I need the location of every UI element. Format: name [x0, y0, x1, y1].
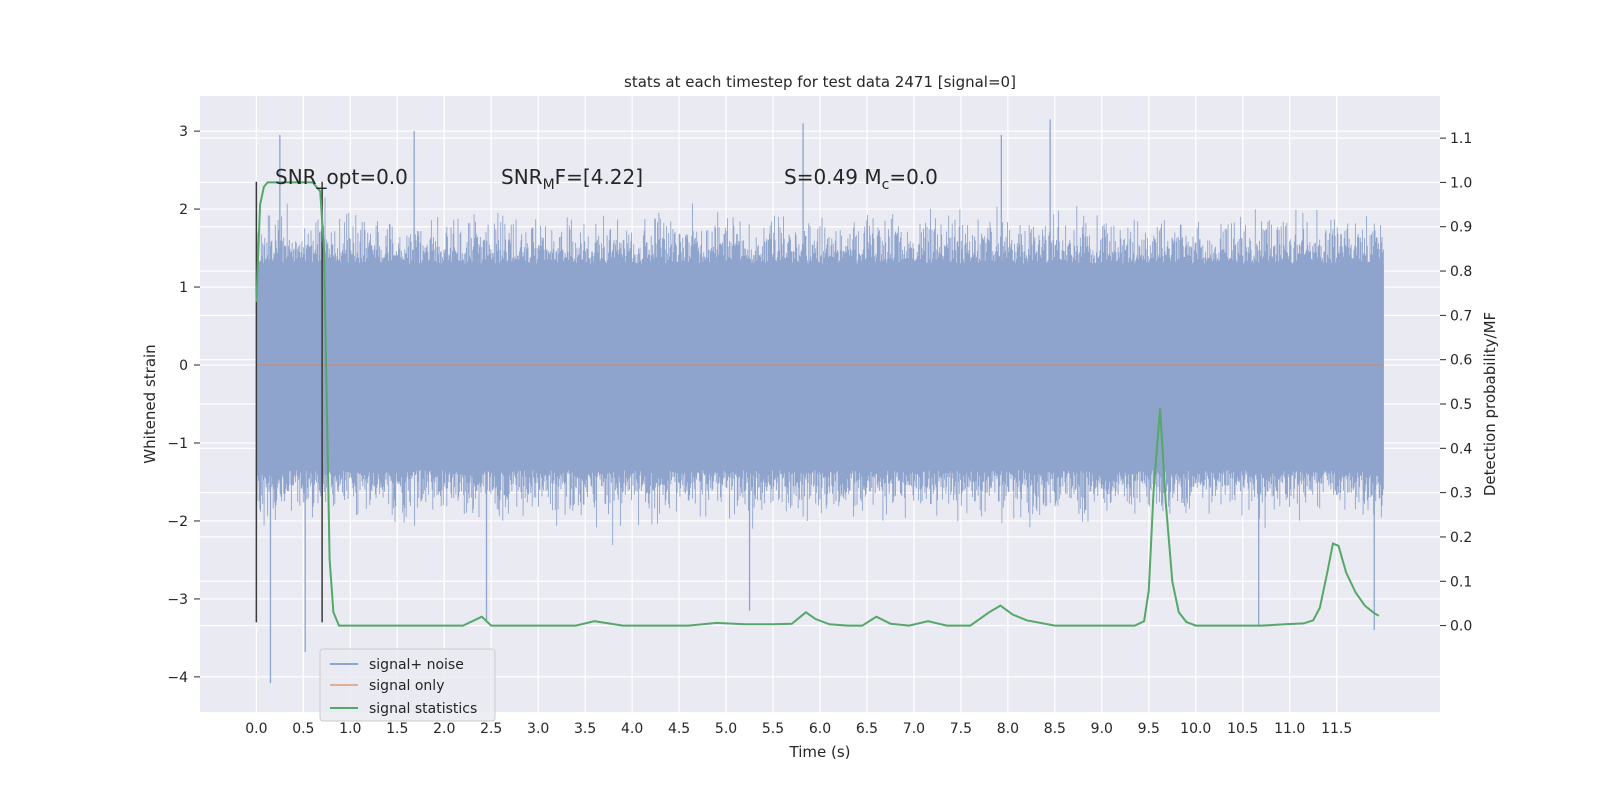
x-tick-label: 1.5: [386, 721, 408, 737]
x-tick-label: 6.5: [856, 721, 878, 737]
annotation-snr-opt: SNR_opt=0.0: [275, 165, 408, 189]
y-right-tick-label: 0.3: [1450, 486, 1472, 502]
x-tick-label: 11.0: [1274, 721, 1305, 737]
y-right-tick-label: 1.1: [1450, 131, 1472, 147]
x-tick-label: 0.0: [245, 721, 267, 737]
x-tick-label: 5.5: [762, 721, 784, 737]
x-tick-label: 10.0: [1180, 721, 1211, 737]
legend: signal+ noise signal only signal statist…: [319, 648, 496, 722]
y-right-tick-label: 0.0: [1450, 619, 1472, 635]
x-tick-label: 8.5: [1044, 721, 1066, 737]
y-right-tick-label: 0.1: [1450, 574, 1472, 590]
x-axis-label: Time (s): [789, 743, 851, 761]
annotations: SNR_opt=0.0 SNRMF=[4.22] S=0.49 Mc=0.0: [275, 165, 938, 193]
x-tick-label: 8.0: [997, 721, 1019, 737]
chart-title: stats at each timestep for test data 247…: [624, 73, 1016, 91]
legend-box: [319, 648, 496, 722]
legend-label-signal-noise: signal+ noise: [369, 657, 464, 673]
x-tick-label: 2.5: [480, 721, 502, 737]
annotation-snr-mf: SNRMF=[4.22]: [501, 165, 643, 193]
y-right-tick-label: 0.5: [1450, 397, 1472, 413]
x-tick-label: 7.0: [903, 721, 925, 737]
x-tick-label: 4.0: [621, 721, 643, 737]
legend-label-signal-statistics: signal statistics: [369, 701, 477, 717]
x-tick-label: 2.0: [433, 721, 455, 737]
x-tick-label: 3.0: [527, 721, 549, 737]
y-left-tick-label: −4: [167, 670, 188, 686]
x-tick-label: 10.5: [1227, 721, 1258, 737]
y-right-tick-label: 0.2: [1450, 530, 1472, 546]
overlay: [255, 181, 1384, 627]
x-tick-label: 9.5: [1138, 721, 1160, 737]
y-axis-label-left: Whitened strain: [141, 344, 159, 463]
y-left-tick-label: −2: [167, 514, 188, 530]
signal-statistics-line: [255, 181, 1380, 627]
y-right-tick-label: 1.0: [1450, 175, 1472, 191]
annotation-s-mc: S=0.49 Mc=0.0: [784, 165, 938, 193]
y-left-tick-label: 0: [179, 358, 188, 374]
y-right-tick-label: 0.4: [1450, 441, 1472, 457]
y-left-tick-label: −1: [167, 436, 188, 452]
ticks: 0.0 0.5 1.0 1.5 2.0 2.5 3.0 3.5 4.0 4.5 5.0 5.5 6.0 6…: [167, 124, 1472, 737]
y-right-tick-label: 0.8: [1450, 264, 1472, 280]
y-left-tick-label: 2: [179, 202, 188, 218]
y-left-tick-label: 1: [179, 280, 188, 296]
x-tick-label: 3.5: [574, 721, 596, 737]
legend-label-signal-only: signal only: [369, 678, 444, 694]
y-right-tick-label: 0.6: [1450, 353, 1472, 369]
x-tick-label: 9.0: [1091, 721, 1113, 737]
series-signal-noise: [255, 119, 1384, 684]
y-axis-label-right: Detection probability/MF: [1481, 312, 1499, 496]
y-right-tick-label: 0.9: [1450, 220, 1472, 236]
x-tick-label: 4.5: [668, 721, 690, 737]
x-tick-label: 5.0: [715, 721, 737, 737]
y-right-tick-label: 0.7: [1450, 308, 1472, 324]
x-tick-label: 6.0: [809, 721, 831, 737]
y-left-tick-label: −3: [167, 592, 188, 608]
y-left-tick-label: 3: [179, 124, 188, 140]
x-tick-label: 1.0: [339, 721, 361, 737]
x-tick-label: 7.5: [950, 721, 972, 737]
x-tick-label: 11.5: [1321, 721, 1352, 737]
x-tick-label: 0.5: [292, 721, 314, 737]
